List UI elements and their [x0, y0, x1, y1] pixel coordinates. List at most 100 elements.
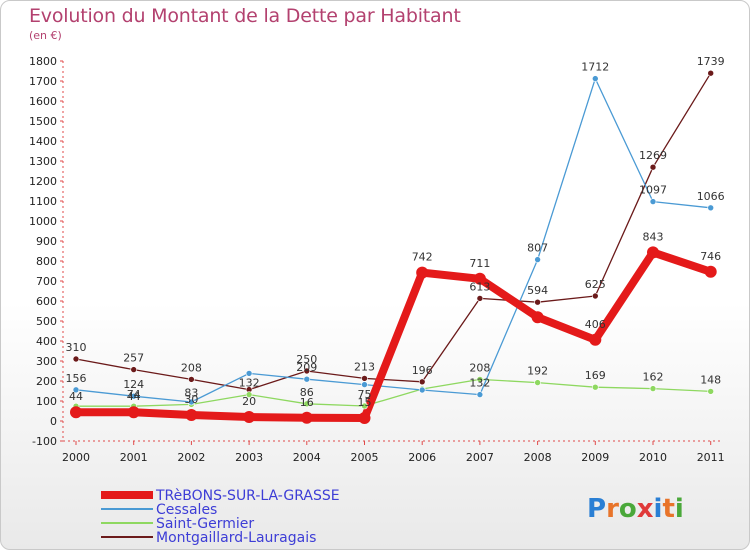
y-tick-label: 800 — [36, 255, 57, 268]
data-point — [72, 386, 80, 394]
data-label: 132 — [239, 377, 260, 390]
data-label: 1097 — [639, 184, 667, 197]
data-label: 613 — [469, 280, 490, 293]
data-label: 310 — [66, 341, 87, 354]
y-tick-label: 1400 — [29, 135, 57, 148]
data-label: 75 — [358, 388, 372, 401]
y-tick-label: 200 — [36, 375, 57, 388]
data-label: 250 — [296, 353, 317, 366]
data-point — [707, 69, 715, 77]
data-point — [72, 355, 80, 363]
y-tick-label: 500 — [36, 315, 57, 328]
data-point — [591, 292, 599, 300]
series-line — [72, 248, 715, 422]
data-label: 83 — [184, 386, 198, 399]
data-label: 213 — [354, 360, 375, 373]
y-tick-label: 700 — [36, 275, 57, 288]
logo-letter: x — [637, 494, 654, 524]
data-label: 1712 — [581, 61, 609, 74]
logo-letter: P — [587, 494, 606, 524]
data-label: 20 — [242, 395, 256, 408]
y-tick-label: 600 — [36, 295, 57, 308]
data-point — [476, 295, 484, 302]
data-point — [534, 379, 541, 386]
data-label: 162 — [643, 371, 664, 384]
data-label: 1269 — [639, 149, 667, 162]
series-line — [75, 72, 712, 391]
data-point — [649, 163, 657, 171]
data-point — [416, 266, 429, 279]
y-tick-label: 1000 — [29, 215, 57, 228]
logo-letter: i — [675, 494, 684, 524]
series-lines — [72, 72, 715, 422]
data-point — [358, 412, 371, 424]
y-tick-label: 1700 — [29, 75, 57, 88]
data-point — [188, 376, 195, 383]
data-point — [534, 298, 541, 306]
y-tick-label: 900 — [36, 235, 57, 248]
data-label: 74 — [127, 388, 141, 401]
legend-label: Cessales — [156, 502, 217, 518]
data-point — [361, 402, 368, 410]
x-tick-label: 2007 — [466, 451, 494, 464]
x-tick-label: 2009 — [581, 451, 609, 464]
logo-letter: t — [662, 494, 674, 524]
logo-letter: i — [654, 494, 663, 524]
data-label: 807 — [527, 242, 548, 255]
y-tick-label: 1100 — [29, 195, 57, 208]
data-label: 406 — [585, 318, 606, 331]
data-point — [649, 385, 657, 392]
data-label: 208 — [181, 361, 202, 374]
x-tick-label: 2002 — [177, 451, 205, 464]
data-point — [70, 406, 82, 419]
data-label: 711 — [469, 257, 490, 270]
y-tick-label: 400 — [36, 335, 57, 348]
data-point — [647, 246, 659, 259]
data-point — [245, 370, 253, 377]
data-label: 196 — [412, 364, 433, 377]
data-point — [127, 406, 140, 419]
data-label: 15 — [358, 396, 372, 409]
data-point — [476, 391, 484, 398]
x-tick-label: 2000 — [62, 451, 90, 464]
x-tick-label: 2003 — [235, 451, 263, 464]
data-point — [303, 400, 311, 408]
data-label: 30 — [184, 393, 198, 406]
y-tick-label: 100 — [36, 395, 57, 408]
legend: TRèBONS-SUR-LA-GRASSECessalesSaint-Germi… — [101, 488, 340, 546]
y-tick-label: -100 — [32, 435, 57, 448]
data-point — [476, 376, 484, 383]
data-point — [707, 204, 715, 212]
y-tick-label: 1800 — [29, 55, 57, 68]
data-label: 132 — [469, 377, 490, 390]
x-tick-label: 2004 — [293, 451, 321, 464]
data-point — [245, 391, 253, 398]
data-point — [243, 411, 256, 423]
data-point — [534, 256, 541, 263]
data-point — [649, 198, 657, 205]
data-point — [589, 333, 602, 346]
data-point — [185, 409, 198, 421]
data-point — [361, 375, 368, 382]
data-label: 594 — [527, 284, 548, 297]
y-tick-label: 1600 — [29, 95, 57, 108]
y-tick-label: 300 — [36, 355, 57, 368]
x-tick-label: 2006 — [408, 451, 436, 464]
data-point — [704, 265, 717, 278]
x-tick-label: 2010 — [639, 451, 667, 464]
data-label: 44 — [69, 390, 83, 403]
data-point — [303, 375, 311, 383]
data-point — [188, 398, 195, 406]
data-point — [130, 392, 137, 400]
data-point — [303, 367, 311, 375]
legend-label: Saint-Germier — [156, 516, 254, 532]
x-tick-label: 2005 — [351, 451, 379, 464]
data-label: 156 — [66, 372, 87, 385]
data-label: 124 — [123, 378, 144, 391]
y-tick-label: 1200 — [29, 175, 57, 188]
data-label: 843 — [643, 230, 664, 243]
data-point — [591, 383, 599, 391]
y-tick-label: 1300 — [29, 155, 57, 168]
